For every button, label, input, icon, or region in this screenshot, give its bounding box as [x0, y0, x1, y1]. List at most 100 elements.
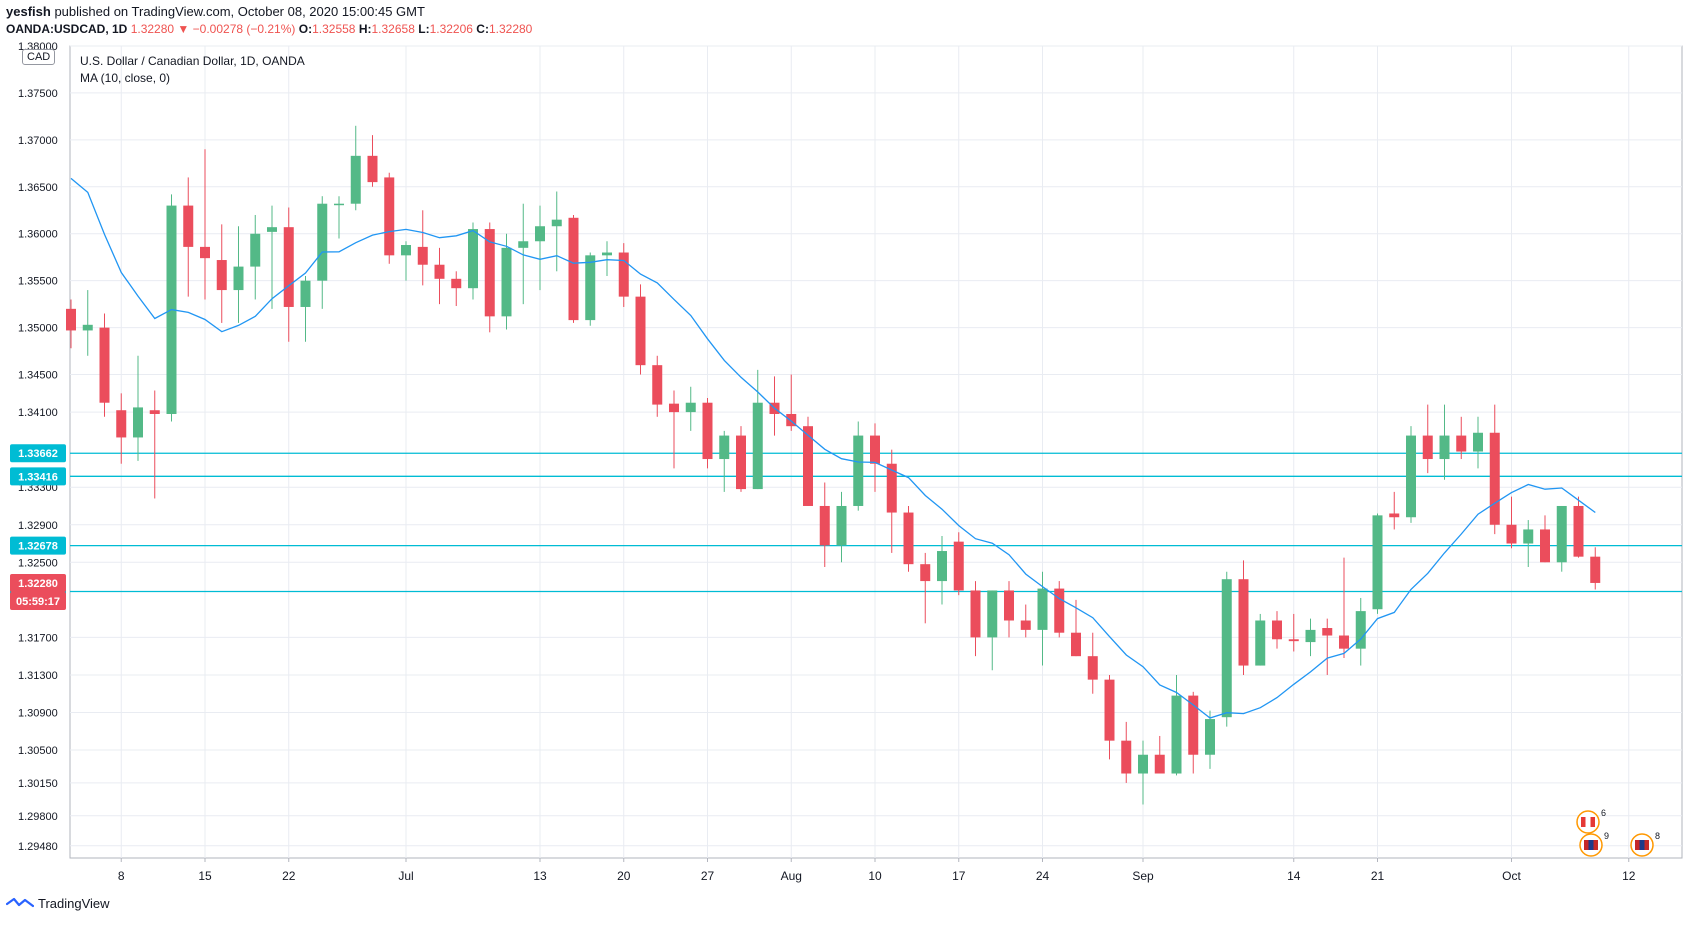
x-tick-label: 21 [1371, 869, 1385, 883]
candle-body [401, 245, 411, 256]
y-tick-label: 1.37000 [18, 135, 58, 147]
candle [468, 222, 478, 300]
symbol-label: OANDA:USDCAD, 1D [6, 22, 128, 36]
y-tick-label: 1.32500 [18, 557, 58, 569]
candle [99, 313, 110, 417]
candle-body [702, 402, 713, 460]
candle-body [233, 266, 244, 291]
candle-body [618, 252, 629, 297]
candle-body [116, 410, 127, 438]
x-tick-label: 15 [198, 869, 212, 883]
candle [870, 423, 880, 492]
x-tick-label: 13 [533, 869, 547, 883]
candle-body [987, 590, 998, 638]
candle-body [1054, 588, 1065, 633]
candle-body [953, 541, 964, 591]
candle-body [367, 155, 378, 183]
y-tick-label: 1.36500 [18, 182, 58, 194]
x-tick-label: 17 [952, 869, 966, 883]
ma-legend[interactable]: MA (10, close, 0) [80, 71, 171, 85]
candle [1288, 613, 1299, 652]
candle-body [1322, 628, 1333, 636]
low-label: L: [418, 22, 430, 36]
candle [669, 390, 679, 469]
candle [702, 398, 713, 469]
candle [1339, 557, 1349, 659]
candle-body [1556, 505, 1567, 563]
candle-body [1205, 719, 1215, 755]
candle-body [1221, 579, 1232, 718]
candle-body [635, 296, 646, 366]
hline-price-label-bg [10, 536, 66, 555]
hline-price-label-bg [10, 444, 66, 463]
candle-body [82, 324, 93, 331]
candle-body [250, 233, 261, 267]
candle-body [267, 227, 277, 232]
candle [1422, 404, 1433, 474]
candle [551, 191, 562, 272]
candle [886, 449, 897, 553]
candle [1305, 618, 1316, 657]
candle-body [216, 260, 227, 291]
hline-price-label: 1.33416 [18, 471, 58, 483]
candle [451, 271, 462, 307]
x-tick-label: 10 [868, 869, 882, 883]
candle-body [1540, 529, 1550, 563]
candle-body [1422, 435, 1433, 460]
y-tick-label: 1.31700 [18, 632, 58, 644]
candle [233, 226, 244, 323]
candle [1372, 513, 1383, 614]
candle [602, 241, 612, 276]
candle [501, 233, 512, 330]
candle-body [568, 217, 579, 321]
candle-body [1154, 754, 1165, 774]
candle [250, 214, 261, 300]
candle [1406, 426, 1416, 523]
candle-body [1590, 556, 1601, 583]
candle-body [1255, 620, 1266, 666]
open-label: O: [298, 22, 313, 36]
high-label: H: [358, 22, 372, 36]
candle [434, 247, 445, 305]
x-tick-label: Aug [781, 869, 802, 883]
change-value: −0.00278 (−0.21%) [192, 22, 296, 36]
candle [1255, 613, 1266, 666]
us-flag-icon: 8 [1630, 831, 1660, 857]
candle [1540, 515, 1550, 563]
candle-body [652, 365, 663, 405]
candle-body [350, 155, 361, 204]
footer-brand[interactable]: TradingView [6, 896, 110, 911]
candle-body [183, 205, 194, 247]
candle-body [886, 463, 897, 513]
last-price: 1.32280 [130, 22, 175, 36]
candle [1473, 416, 1483, 469]
us-flag-icon-badge: 9 [1604, 831, 1609, 841]
candle-body [66, 308, 76, 331]
candle [1389, 491, 1400, 530]
candle-body [501, 247, 512, 317]
candle [1573, 496, 1584, 558]
candle-body [535, 226, 545, 242]
candle [1071, 599, 1081, 657]
x-tick-label: 12 [1622, 869, 1636, 883]
us-flag-icon: 9 [1579, 831, 1609, 857]
hline-price-label-bg [10, 467, 66, 486]
candle [116, 393, 127, 464]
price-chart[interactable]: 1.380001.375001.370001.365001.360001.355… [0, 38, 1688, 893]
candle [568, 214, 579, 323]
candle-body [451, 278, 462, 289]
candle [535, 205, 545, 291]
candle-body [384, 177, 395, 256]
candle-body [1372, 515, 1383, 610]
x-tick-label: 14 [1287, 869, 1301, 883]
us-flag-icon-badge: 8 [1655, 831, 1660, 841]
currency-tag[interactable]: CAD [22, 49, 56, 65]
candle [803, 416, 813, 506]
candle-body [417, 246, 428, 265]
ohlc-line: OANDA:USDCAD, 1D 1.32280 ▼ −0.00278 (−0.… [6, 22, 532, 36]
candle [300, 275, 311, 342]
candle [752, 369, 763, 490]
hline-price-label: 1.33662 [18, 448, 58, 460]
candle [484, 222, 495, 333]
candle-body [1188, 695, 1199, 755]
